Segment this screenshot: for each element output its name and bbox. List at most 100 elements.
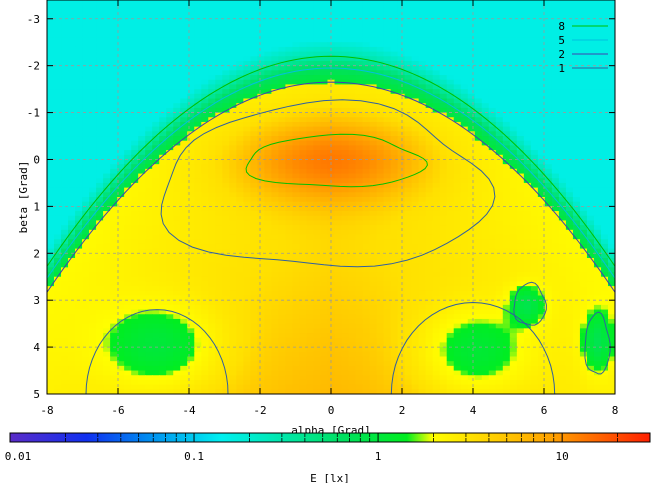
heatmap-cell xyxy=(201,272,209,278)
heatmap-cell xyxy=(236,112,244,118)
heatmap-cell xyxy=(467,46,476,53)
heatmap-cell xyxy=(47,178,55,184)
heatmap-cell xyxy=(572,4,581,10)
heatmap-cell xyxy=(509,14,518,20)
heatmap-cell xyxy=(159,234,167,240)
heatmap-cell xyxy=(488,93,497,100)
heatmap-cell xyxy=(446,98,455,104)
heatmap-cell xyxy=(201,14,209,20)
heatmap-cell xyxy=(54,164,62,170)
heatmap-cell xyxy=(523,164,532,170)
heatmap-cell xyxy=(376,89,385,95)
heatmap-cell xyxy=(89,145,97,151)
heatmap-cell xyxy=(236,215,244,222)
heatmap-cell xyxy=(152,248,160,254)
heatmap-cell xyxy=(341,239,350,245)
heatmap-cell xyxy=(551,84,560,90)
heatmap-cell xyxy=(530,211,539,217)
heatmap-cell xyxy=(418,187,427,193)
heatmap-cell xyxy=(600,28,609,34)
heatmap-cell xyxy=(229,42,237,48)
heatmap-cell xyxy=(138,234,146,240)
heatmap-cell xyxy=(243,32,251,39)
heatmap-cell xyxy=(334,248,343,254)
heatmap-cell xyxy=(495,117,504,123)
heatmap-cell xyxy=(558,117,567,123)
heatmap-cell xyxy=(495,65,504,71)
heatmap-cell xyxy=(362,168,371,175)
heatmap-cell xyxy=(460,234,469,240)
heatmap-cell xyxy=(68,9,76,15)
heatmap-cell xyxy=(145,239,153,245)
heatmap-cell xyxy=(586,46,595,53)
heatmap-cell xyxy=(68,37,76,43)
heatmap-cell xyxy=(257,206,265,212)
heatmap-cell xyxy=(194,126,202,132)
heatmap-cell xyxy=(61,136,69,142)
heatmap-cell xyxy=(47,14,55,20)
heatmap-cell xyxy=(313,239,322,245)
heatmap-cell xyxy=(215,103,223,109)
heatmap-cell xyxy=(82,262,90,268)
heatmap-cell xyxy=(320,131,329,137)
heatmap-cell xyxy=(236,28,244,34)
heatmap-cell xyxy=(61,70,69,76)
heatmap-cell xyxy=(292,0,301,6)
heatmap-cell xyxy=(390,182,399,189)
heatmap-cell xyxy=(292,23,301,29)
heatmap-cell xyxy=(446,145,455,151)
heatmap-cell xyxy=(236,23,244,29)
heatmap-cell xyxy=(537,93,546,100)
heatmap-cell xyxy=(215,192,223,198)
heatmap-cell xyxy=(236,0,244,6)
heatmap-cell xyxy=(544,98,553,104)
heatmap-cell xyxy=(271,267,280,273)
heatmap-cell xyxy=(516,126,525,132)
heatmap-cell xyxy=(600,0,609,6)
heatmap-cell xyxy=(516,65,525,71)
heatmap-cell xyxy=(131,37,139,43)
heatmap-cell xyxy=(180,32,188,39)
heatmap-cell xyxy=(187,272,195,278)
heatmap-cell xyxy=(89,187,97,193)
heatmap-cell xyxy=(404,211,413,217)
heatmap-cell xyxy=(215,145,223,151)
heatmap-cell xyxy=(355,84,364,90)
heatmap-cell xyxy=(194,9,202,15)
heatmap-cell xyxy=(530,37,539,43)
heatmap-cell xyxy=(586,9,595,15)
heatmap-cell xyxy=(257,248,265,254)
heatmap-cell xyxy=(229,0,237,6)
heatmap-cell xyxy=(313,136,322,142)
heatmap-cell xyxy=(404,286,413,292)
heatmap-cell xyxy=(425,117,434,123)
heatmap-cell xyxy=(166,46,174,53)
heatmap-cell xyxy=(292,150,301,156)
heatmap-cell xyxy=(250,145,258,151)
heatmap-cell xyxy=(124,253,132,259)
heatmap-cell xyxy=(117,197,125,203)
heatmap-cell xyxy=(397,42,406,48)
heatmap-cell xyxy=(320,60,329,67)
heatmap-cell xyxy=(432,32,441,39)
heatmap-cell xyxy=(565,32,574,39)
heatmap-cell xyxy=(82,112,90,118)
heatmap-cell xyxy=(82,272,90,278)
heatmap-cell xyxy=(446,121,455,128)
heatmap-cell xyxy=(355,286,364,292)
heatmap-cell xyxy=(383,140,392,146)
heatmap-cell xyxy=(509,234,518,240)
heatmap-cell xyxy=(278,197,287,203)
heatmap-cell xyxy=(369,192,378,198)
heatmap-cell xyxy=(404,234,413,240)
heatmap-cell xyxy=(187,93,195,100)
heatmap-cell xyxy=(453,225,462,231)
heatmap-cell xyxy=(474,164,483,170)
heatmap-cell xyxy=(320,84,329,90)
heatmap-cell xyxy=(271,23,280,29)
heatmap-cell xyxy=(411,112,420,118)
heatmap-cell xyxy=(537,234,546,240)
heatmap-cell xyxy=(558,28,567,34)
heatmap-cell xyxy=(299,154,308,161)
heatmap-cell xyxy=(432,98,441,104)
